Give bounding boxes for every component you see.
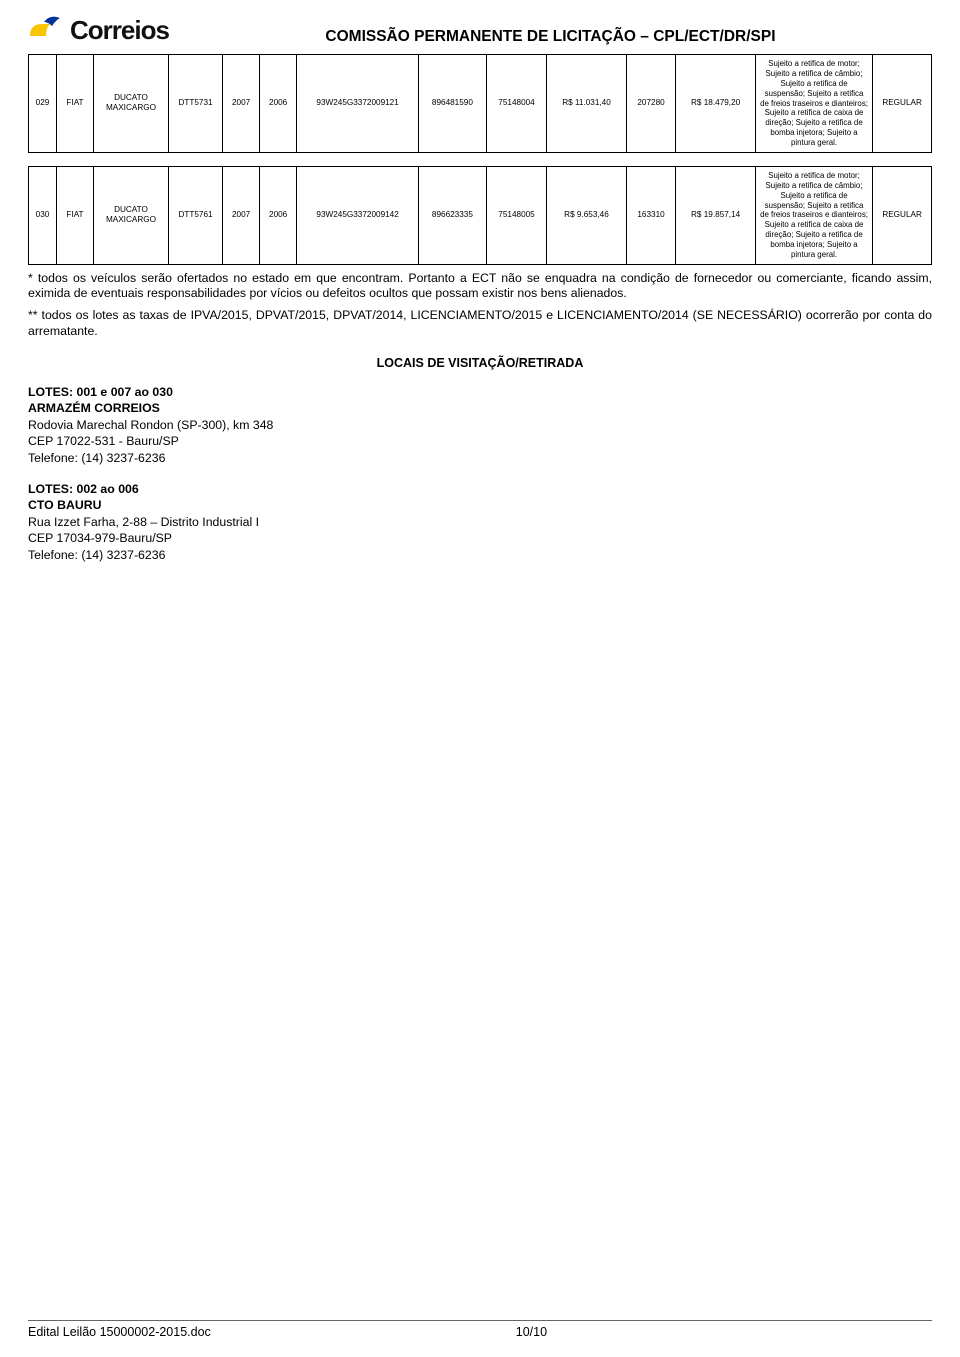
correios-logo-icon (28, 12, 64, 48)
footer-page-number: 10/10 (131, 1325, 932, 1339)
table-cell: 896623335 (419, 166, 487, 264)
brand-text: Correios (70, 15, 169, 46)
table-cell: R$ 19.857,14 (676, 166, 755, 264)
lot-line: Rodovia Marechal Rondon (SP-300), km 348 (28, 417, 932, 434)
lot-location-name: ARMAZÉM CORREIOS (28, 400, 932, 417)
table-cell: 163310 (626, 166, 676, 264)
table-cell: 75148005 (486, 166, 547, 264)
table-cell: 896481590 (419, 55, 487, 153)
table-cell: 93W245G3372009142 (297, 166, 419, 264)
table-cell: 2006 (260, 55, 297, 153)
table-cell: DTT5731 (168, 55, 222, 153)
lot-block: LOTES: 001 e 007 ao 030ARMAZÉM CORREIOSR… (28, 384, 932, 467)
table-cell: REGULAR (873, 55, 932, 153)
lot-line: Telefone: (14) 3237-6236 (28, 450, 932, 467)
lot-title: LOTES: 002 ao 006 (28, 481, 932, 498)
table-cell: DTT5761 (168, 166, 222, 264)
table-cell: Sujeito a retifica de motor; Sujeito a r… (755, 166, 872, 264)
table-cell: 2006 (260, 166, 297, 264)
vehicle-table: 029FIATDUCATO MAXICARGODTT57312007200693… (28, 54, 932, 265)
table-cell: REGULAR (873, 166, 932, 264)
footnote-1: * todos os veículos serão ofertados no e… (28, 271, 932, 302)
table-cell: 2007 (223, 166, 260, 264)
lot-line: CEP 17022-531 - Bauru/SP (28, 433, 932, 450)
table-cell: R$ 11.031,40 (547, 55, 626, 153)
lot-block: LOTES: 002 ao 006CTO BAURURua Izzet Farh… (28, 481, 932, 564)
table-cell: FIAT (56, 166, 93, 264)
table-cell: 2007 (223, 55, 260, 153)
lot-line: Rua Izzet Farha, 2-88 – Distrito Industr… (28, 514, 932, 531)
table-cell: 030 (29, 166, 57, 264)
footnote-2: ** todos os lotes as taxas de IPVA/2015,… (28, 308, 932, 339)
lot-line: Telefone: (14) 3237-6236 (28, 547, 932, 564)
lot-title: LOTES: 001 e 007 ao 030 (28, 384, 932, 401)
table-cell: DUCATO MAXICARGO (94, 55, 169, 153)
table-row: 030FIATDUCATO MAXICARGODTT57612007200693… (29, 166, 932, 264)
table-cell: 75148004 (486, 55, 547, 153)
table-cell: R$ 9.653,46 (547, 166, 626, 264)
page-title: COMISSÃO PERMANENTE DE LICITAÇÃO – CPL/E… (169, 28, 932, 48)
table-cell: 029 (29, 55, 57, 153)
lot-location-name: CTO BAURU (28, 497, 932, 514)
table-cell: Sujeito a retifica de motor; Sujeito a r… (755, 55, 872, 153)
table-cell: FIAT (56, 55, 93, 153)
table-cell: DUCATO MAXICARGO (94, 166, 169, 264)
table-cell: R$ 18.479,20 (676, 55, 755, 153)
logo: Correios (28, 12, 169, 48)
section-heading: LOCAIS DE VISITAÇÃO/RETIRADA (28, 356, 932, 370)
page-footer: Edital Leilão 15000002-2015.doc 10/10 (28, 1320, 932, 1339)
table-cell: 93W245G3372009121 (297, 55, 419, 153)
table-row: 029FIATDUCATO MAXICARGODTT57312007200693… (29, 55, 932, 153)
table-cell: 207280 (626, 55, 676, 153)
lot-line: CEP 17034-979-Bauru/SP (28, 530, 932, 547)
